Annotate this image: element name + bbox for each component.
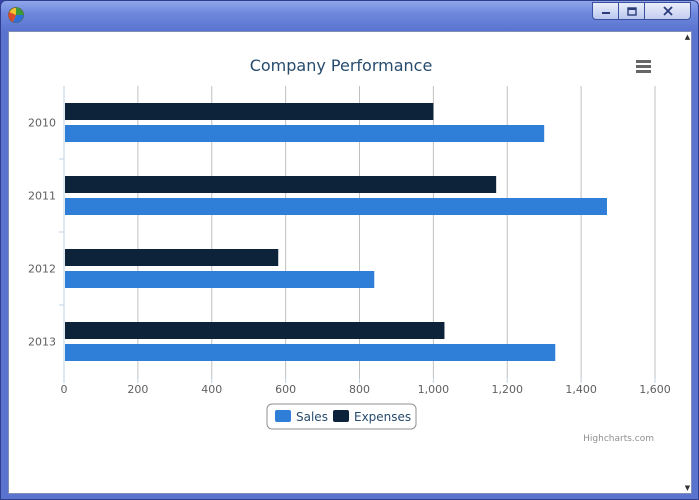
- legend-swatch-sales: [275, 410, 291, 422]
- bar-expenses[interactable]: [65, 176, 497, 193]
- x-tick-label: 600: [275, 383, 296, 396]
- minimize-icon: [601, 12, 610, 14]
- x-tick-label: 400: [201, 383, 222, 396]
- close-icon: [662, 6, 673, 16]
- x-tick-label: 0: [61, 383, 68, 396]
- scroll-down-arrow-icon[interactable]: ▼: [684, 484, 691, 492]
- y-tick-label: 2012: [28, 263, 56, 276]
- legend-item-sales[interactable]: Sales: [275, 410, 328, 424]
- y-tick-label: 2011: [28, 190, 56, 203]
- bar-expenses[interactable]: [65, 249, 279, 266]
- legend-label-sales: Sales: [296, 410, 328, 424]
- legend-item-expenses[interactable]: Expenses: [333, 410, 411, 424]
- pie-chart-icon: [8, 7, 24, 23]
- x-tick-label: 1,200: [492, 383, 524, 396]
- bar-expenses[interactable]: [65, 322, 445, 339]
- x-tick-label: 1,400: [565, 383, 597, 396]
- bars: [65, 103, 607, 361]
- bar-sales[interactable]: [65, 125, 545, 142]
- legend-swatch-expenses: [333, 410, 349, 422]
- chart-title: Company Performance: [250, 56, 433, 75]
- bar-sales[interactable]: [65, 198, 607, 215]
- scroll-up-arrow-icon[interactable]: ▲: [684, 33, 691, 41]
- y-axis: 2010 2011 2012 2013: [28, 86, 65, 378]
- bar-sales[interactable]: [65, 271, 375, 288]
- legend-label-expenses: Expenses: [354, 410, 411, 424]
- x-tick-label: 800: [349, 383, 370, 396]
- legend: Sales Expenses: [266, 403, 417, 430]
- x-tick-label: 1,600: [639, 383, 671, 396]
- x-tick-label: 1,000: [418, 383, 450, 396]
- y-tick-label: 2013: [28, 336, 56, 349]
- maximize-icon: [626, 6, 637, 16]
- credits-link[interactable]: Highcharts.com: [583, 434, 654, 444]
- bar-sales[interactable]: [65, 344, 556, 361]
- x-tick-label: 200: [127, 383, 148, 396]
- x-axis: 0 200 400 600 800 1,000 1,200 1,400 1,600: [61, 378, 671, 396]
- maximize-button[interactable]: [618, 2, 645, 20]
- close-button[interactable]: [644, 2, 691, 20]
- y-tick-label: 2010: [28, 117, 56, 130]
- menu-icon[interactable]: [636, 60, 651, 73]
- bar-expenses[interactable]: [65, 103, 434, 120]
